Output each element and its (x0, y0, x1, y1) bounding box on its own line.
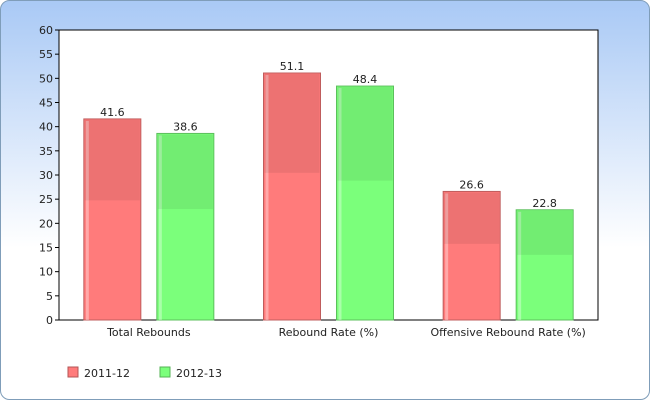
bar-shade (337, 87, 393, 181)
bar-shade (157, 134, 213, 210)
y-tick-label: 35 (39, 145, 53, 158)
bar-2012-13-offensive-rebound-rate[interactable] (515, 209, 574, 321)
data-label: 51.1 (280, 60, 305, 73)
data-label: 41.6 (100, 106, 125, 119)
data-label: 48.4 (353, 73, 378, 86)
bar-shade (517, 210, 573, 255)
x-category-label: Rebound Rate (%) (279, 326, 379, 339)
x-category-label: Total Rebounds (106, 326, 191, 339)
bar-highlight (338, 88, 342, 320)
bar-2011-12-total-rebounds[interactable] (83, 118, 142, 321)
bar-shade (264, 74, 320, 173)
legend-label-2011-12: 2011-12 (84, 367, 130, 380)
plot-area (58, 29, 599, 321)
bar-highlight (445, 193, 449, 320)
y-tick-label: 30 (39, 169, 53, 182)
y-tick-label: 45 (39, 97, 53, 110)
y-tick-label: 50 (39, 72, 53, 85)
legend-swatch-2012-13 (159, 366, 171, 378)
y-tick-label: 10 (39, 266, 53, 279)
bar-shade (84, 119, 140, 201)
y-tick-label: 40 (39, 121, 53, 134)
y-tick-label: 5 (46, 290, 53, 303)
x-category-label: Offensive Rebound Rate (%) (430, 326, 585, 339)
y-tick-label: 20 (39, 217, 53, 230)
y-tick-label: 0 (46, 314, 53, 327)
bar-highlight (265, 75, 269, 321)
y-tick-label: 55 (39, 48, 53, 61)
bar-shade (444, 192, 500, 244)
data-label: 26.6 (459, 178, 484, 191)
legend-swatch-2011-12 (67, 366, 79, 378)
bar-highlight (85, 120, 89, 320)
bar-2012-13-rebound-rate[interactable] (336, 85, 394, 321)
data-label: 22.8 (532, 197, 557, 210)
y-tick-label: 60 (39, 24, 53, 37)
y-tick-label: 15 (39, 242, 53, 255)
bar-2012-13-total-rebounds[interactable] (156, 132, 215, 321)
legend-label-2012-13: 2012-13 (176, 367, 222, 380)
data-label: 38.6 (173, 120, 198, 133)
bar-highlight (518, 211, 522, 320)
y-tick-label: 25 (39, 193, 53, 206)
bar-highlight (158, 135, 162, 320)
bar-2011-12-offensive-rebound-rate[interactable] (442, 190, 501, 321)
bar-2011-12-rebound-rate[interactable] (263, 72, 321, 321)
